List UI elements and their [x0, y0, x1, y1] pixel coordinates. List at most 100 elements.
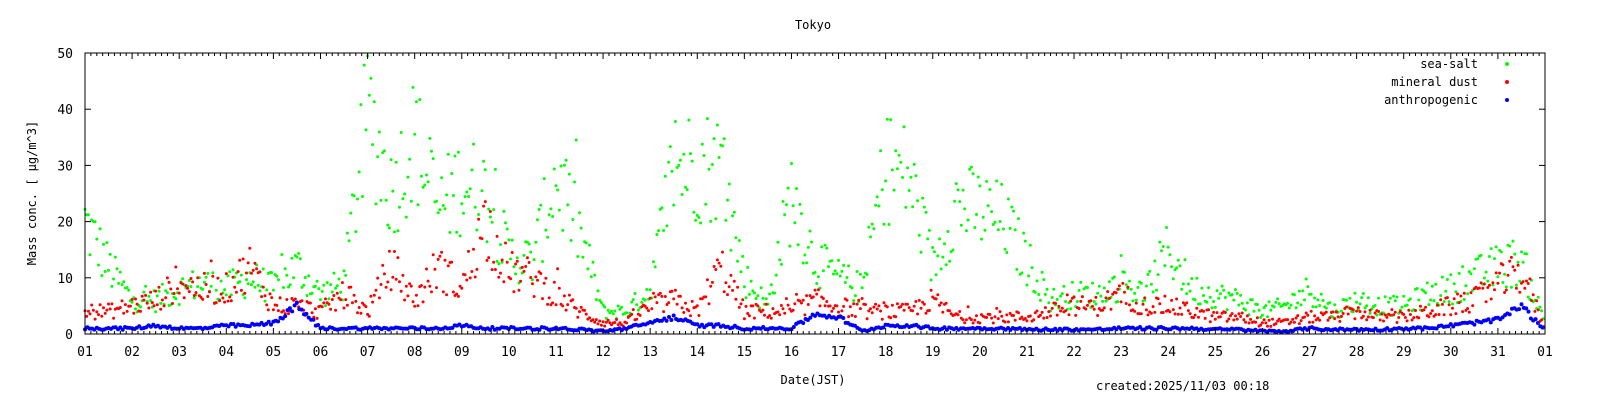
sea-salt-point: [1299, 303, 1303, 307]
mineral-dust-point: [1481, 286, 1485, 290]
sea-salt-point: [1255, 303, 1259, 306]
mineral-dust-point: [941, 310, 945, 314]
mineral-dust-point: [1346, 312, 1350, 316]
anthropogenic-series: [83, 300, 1545, 335]
sea-salt-point: [537, 208, 541, 211]
mineral-dust-point: [1511, 265, 1515, 269]
mineral-dust-point: [1128, 303, 1131, 307]
mineral-dust-point: [795, 292, 798, 296]
mineral-dust-point: [879, 309, 883, 313]
mineral-dust-point: [248, 246, 252, 250]
mineral-dust-point: [300, 299, 304, 303]
data-marks: [83, 54, 1545, 335]
mineral-dust-point: [310, 311, 314, 315]
mineral-dust-point: [996, 317, 1000, 321]
sea-salt-point: [1176, 258, 1180, 262]
sea-salt-point: [462, 211, 465, 215]
mineral-dust-point: [527, 261, 531, 264]
sea-salt-point: [850, 286, 854, 290]
mineral-dust-point: [483, 200, 487, 204]
mineral-dust-point: [895, 302, 899, 306]
mineral-dust-point: [1069, 299, 1073, 303]
sea-salt-point: [1508, 244, 1512, 248]
mineral-dust-point: [458, 284, 462, 288]
mineral-dust-point: [456, 294, 460, 298]
sea-salt-point: [456, 150, 460, 154]
mineral-dust-point: [1299, 319, 1303, 323]
sea-salt-point: [798, 202, 802, 206]
sea-salt-point: [86, 213, 90, 217]
sea-salt-point: [980, 237, 983, 241]
mineral-dust-point: [293, 297, 297, 301]
sea-salt-point: [1259, 315, 1263, 319]
sea-salt-point: [726, 198, 729, 202]
sea-salt-point: [1079, 280, 1083, 284]
mineral-dust-point: [214, 301, 218, 305]
sea-salt-point: [1129, 287, 1133, 291]
sea-salt-point: [317, 287, 321, 291]
mineral-dust-point: [1461, 310, 1465, 314]
mineral-dust-point: [1168, 310, 1172, 314]
sea-salt-point: [468, 187, 472, 191]
chart-title: Tokyo: [795, 18, 831, 32]
sea-salt-point: [458, 234, 462, 238]
sea-salt-point: [610, 309, 613, 313]
mineral-dust-point: [870, 311, 874, 315]
mineral-dust-point: [1249, 317, 1253, 321]
sea-salt-point: [448, 231, 452, 234]
anthropogenic-point: [231, 322, 236, 326]
x-tick-label: 09: [454, 345, 470, 360]
sea-salt-point: [912, 162, 916, 166]
sea-salt-point: [1070, 280, 1074, 284]
mineral-dust-point: [1023, 317, 1027, 320]
sea-salt-point: [754, 297, 758, 300]
mineral-dust-point: [493, 268, 497, 271]
mineral-dust-point: [374, 288, 378, 292]
mineral-dust-point: [1494, 271, 1498, 275]
sea-salt-point: [774, 273, 778, 277]
sea-salt-point: [224, 293, 228, 297]
mineral-dust-point: [285, 298, 289, 301]
sea-salt-point: [534, 240, 538, 244]
mineral-dust-point: [139, 309, 142, 313]
mineral-dust-point: [1462, 291, 1466, 295]
mineral-dust-point: [1516, 263, 1520, 267]
sea-salt-point: [297, 252, 301, 255]
mineral-dust-point: [1390, 308, 1394, 312]
sea-salt-point: [485, 240, 489, 244]
mineral-dust-point: [345, 303, 349, 307]
sea-salt-point: [1134, 298, 1138, 302]
x-tick-label: 21: [1019, 345, 1035, 360]
mineral-dust-point: [473, 275, 477, 279]
anthropogenic-point: [287, 306, 292, 311]
sea-salt-point: [155, 294, 159, 298]
mineral-dust-point: [689, 314, 692, 318]
mineral-dust-point: [739, 302, 743, 306]
mineral-dust-point: [1498, 271, 1502, 275]
x-axis-label: Date(JST): [780, 373, 845, 387]
mineral-dust-point: [490, 268, 494, 272]
sea-salt-point: [1496, 275, 1500, 279]
mineral-dust-point: [1106, 290, 1110, 294]
mineral-dust-point: [1020, 315, 1024, 319]
sea-salt-point: [710, 163, 714, 166]
sea-salt-point: [566, 203, 570, 207]
mineral-dust-point: [1050, 306, 1054, 310]
mineral-dust-point: [216, 276, 220, 280]
mineral-dust-point: [746, 312, 750, 315]
sea-salt-point: [398, 205, 401, 209]
anthropogenic-point: [311, 317, 316, 322]
sea-salt-point: [393, 230, 396, 234]
mineral-dust-point: [1373, 311, 1377, 315]
sea-salt-point: [288, 283, 292, 287]
mineral-dust-point: [806, 303, 810, 306]
sea-salt-point: [1387, 300, 1391, 304]
mineral-dust-point: [335, 291, 339, 295]
mineral-dust-point: [327, 302, 331, 306]
sea-salt-point: [1230, 293, 1234, 297]
sea-salt-point: [419, 174, 423, 178]
sea-salt-point: [1213, 305, 1217, 309]
mineral-dust-point: [186, 286, 190, 290]
sea-salt-point: [539, 203, 543, 207]
mineral-dust-point: [421, 300, 425, 304]
